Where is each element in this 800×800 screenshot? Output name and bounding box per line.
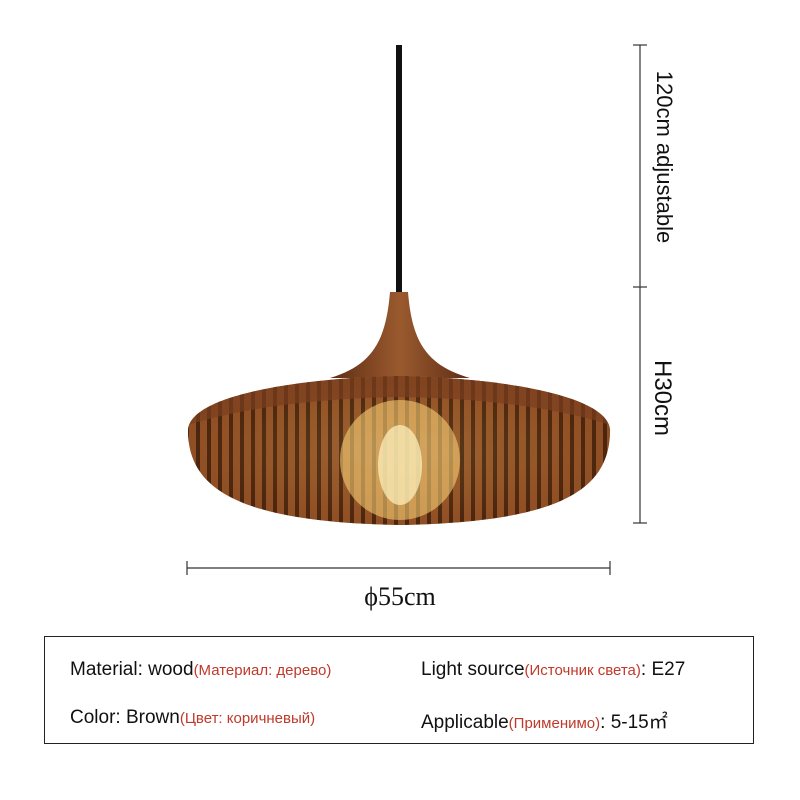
spec-label: Light source xyxy=(421,659,525,680)
spec-translation: (Цвет: коричневый) xyxy=(179,710,316,727)
dimension-lines xyxy=(186,44,647,575)
spec-color: Color: Brown(Цвет: коричневый) xyxy=(70,707,315,729)
spec-applicable: Applicable(Применимо): 5-15㎡ xyxy=(421,707,668,734)
diameter-label: ϕ55cm xyxy=(364,582,436,611)
spec-material: Material: wood(Материал: дерево) xyxy=(70,659,331,681)
spec-translation: (Источник света) xyxy=(524,662,641,679)
spec-translation: (Применимо) xyxy=(508,715,601,732)
spec-value: : 5-15㎡ xyxy=(600,712,668,733)
spec-box: Material: wood(Материал: дерево) Light s… xyxy=(44,636,754,744)
spec-value: : E27 xyxy=(640,659,686,680)
height-label: H30cm xyxy=(649,359,677,437)
spec-translation: (Материал: дерево) xyxy=(193,662,332,679)
spec-label: Applicable xyxy=(421,712,509,733)
spec-label: Material: wood xyxy=(70,659,194,680)
cord-length-label: 120cm adjustable xyxy=(652,70,678,244)
light-bulb xyxy=(378,425,422,505)
spec-label: Color: Brown xyxy=(70,707,180,728)
lamp-shade xyxy=(188,376,610,525)
cord xyxy=(396,45,402,295)
spec-light-source: Light source(Источник света): E27 xyxy=(421,659,685,681)
lamp-neck xyxy=(330,292,470,378)
